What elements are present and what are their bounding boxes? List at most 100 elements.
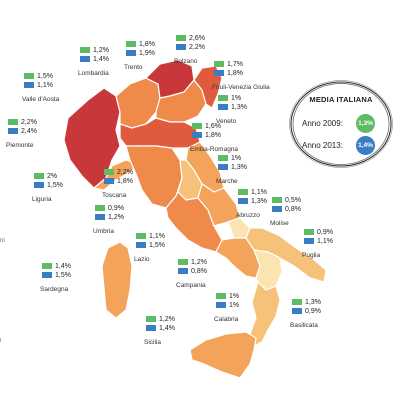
value-2013: 1,8% xyxy=(117,178,133,185)
value-2013: 1,1% xyxy=(317,238,333,245)
region-label-marche: 1% 1,3% Marche xyxy=(216,154,247,185)
region-name: Trento xyxy=(124,64,143,71)
region-name: Lazio xyxy=(134,256,150,263)
region-name: Puglia xyxy=(302,252,321,259)
legend-swatches xyxy=(214,60,224,76)
region-name: Friuli-Venezia Giulia xyxy=(212,84,270,91)
value-2009: 0,5% xyxy=(285,197,301,204)
region-lazio xyxy=(165,191,223,253)
swatch-2009 xyxy=(218,95,228,101)
region-name: Sicilia xyxy=(144,339,161,346)
region-values: 2,2% 2,4% xyxy=(21,118,37,136)
region-values: 1,3% 0,9% xyxy=(305,298,321,316)
region-values: 1,1% 1,3% xyxy=(251,188,267,206)
legend-swatches xyxy=(292,298,302,314)
value-2013: 0,8% xyxy=(285,206,301,213)
value-2009: 1,1% xyxy=(251,189,267,196)
value-2013: 1,5% xyxy=(55,272,71,279)
value-2009: 1,4% xyxy=(55,263,71,270)
swatch-2009 xyxy=(176,35,186,41)
region-values: 1,2% 1,4% xyxy=(159,315,175,333)
swatch-2009 xyxy=(8,119,18,125)
swatch-2013 xyxy=(42,272,52,278)
legend-swatches xyxy=(136,232,146,248)
value-2009: 2% xyxy=(47,173,58,180)
value-2009: 1,6% xyxy=(205,123,221,130)
value-2013: 1,8% xyxy=(227,70,243,77)
swatch-2009 xyxy=(214,61,224,67)
region-values: 1,6% 1,8% xyxy=(205,122,221,140)
legend-swatches xyxy=(304,228,314,244)
region-name: Bolzano xyxy=(174,58,198,65)
legend-swatches xyxy=(218,94,228,110)
legend-swatches xyxy=(238,188,248,204)
value-2013: 1,2% xyxy=(108,214,124,221)
region-name: Emilia-Romagna xyxy=(190,146,239,153)
swatch-2009 xyxy=(238,189,248,195)
region-label-umbria: 0,9% 1,2% Umbria xyxy=(93,204,124,235)
value-2009: 1,8% xyxy=(139,41,155,48)
legend-swatches xyxy=(42,262,52,278)
swatch-2009 xyxy=(80,47,90,53)
swatch-2013 xyxy=(24,82,34,88)
region-values: 1% 1,3% xyxy=(231,154,247,172)
swatch-2013 xyxy=(34,182,44,188)
region-label-basilicata: 1,3% 0,9% Basilicata xyxy=(290,298,321,329)
region-name: Liguria xyxy=(32,196,52,203)
region-name: Molise xyxy=(270,220,289,227)
region-values: 1,8% 1,9% xyxy=(139,40,155,58)
swatch-2009 xyxy=(136,233,146,239)
edge-text-fragment: ni xyxy=(0,238,5,244)
region-values: 2,2% 1,8% xyxy=(117,168,133,186)
value-2009: 2,6% xyxy=(189,35,205,42)
swatch-2009 xyxy=(24,73,34,79)
region-label-sicilia: 1,2% 1,4% Sicilia xyxy=(144,315,175,346)
legend-swatches xyxy=(126,40,136,56)
region-veneto xyxy=(155,79,207,123)
value-2009: 2,2% xyxy=(21,119,37,126)
region-values: 0,9% 1,2% xyxy=(108,204,124,222)
swatch-2009 xyxy=(272,197,282,203)
legend-badge-2009: 1,3% xyxy=(356,114,375,133)
region-values: 2% 1,5% xyxy=(47,172,63,190)
value-2013: 0,9% xyxy=(305,308,321,315)
legend-swatches xyxy=(95,204,105,220)
region-name: Abruzzo xyxy=(236,212,260,219)
value-2009: 0,9% xyxy=(108,205,124,212)
legend-swatches xyxy=(176,34,186,50)
region-label-calabria: 1% 1% Calabria xyxy=(214,292,240,323)
region-label-emilia-romagna: 1,6% 1,8% Emilia-Romagna xyxy=(190,122,238,153)
swatch-2013 xyxy=(192,132,202,138)
value-2013: 1% xyxy=(229,302,240,309)
value-2013: 1,9% xyxy=(139,50,155,57)
region-name: Calabria xyxy=(214,316,239,323)
swatch-2009 xyxy=(126,41,136,47)
legend-swatches xyxy=(104,168,114,184)
swatch-2013 xyxy=(95,214,105,220)
region-piemonte xyxy=(63,87,121,189)
value-2009: 0,9% xyxy=(317,229,333,236)
swatch-2013 xyxy=(304,238,314,244)
region-label-friuli-venezia-giulia: 1,7% 1,8% Friuli-Venezia Giulia xyxy=(212,60,270,91)
region-label-lombardia: 1,2% 1,4% Lombardia xyxy=(78,46,109,77)
region-label-liguria: 2% 1,5% Liguria xyxy=(32,172,63,203)
swatch-2009 xyxy=(218,155,228,161)
region-values: 0,9% 1,1% xyxy=(317,228,333,246)
value-2009: 1,3% xyxy=(305,299,321,306)
legend-swatches xyxy=(216,292,226,308)
swatch-2009 xyxy=(292,299,302,305)
region-label-molise: 0,5% 0,8% Molise xyxy=(270,196,301,227)
region-name: Basilicata xyxy=(290,322,318,329)
region-calabria xyxy=(249,281,281,347)
region-values: 1,4% 1,5% xyxy=(55,262,71,280)
value-2009: 1% xyxy=(229,293,240,300)
value-2009: 2,2% xyxy=(117,169,133,176)
swatch-2013 xyxy=(178,268,188,274)
region-name: Campania xyxy=(176,282,206,289)
value-2009: 1% xyxy=(231,155,242,162)
value-2009: 1,2% xyxy=(191,259,207,266)
region-label-veneto: 1% 1,3% Veneto xyxy=(216,94,247,125)
swatch-2013 xyxy=(218,164,228,170)
region-label-toscana: 2,2% 1,8% Toscana xyxy=(102,168,133,199)
